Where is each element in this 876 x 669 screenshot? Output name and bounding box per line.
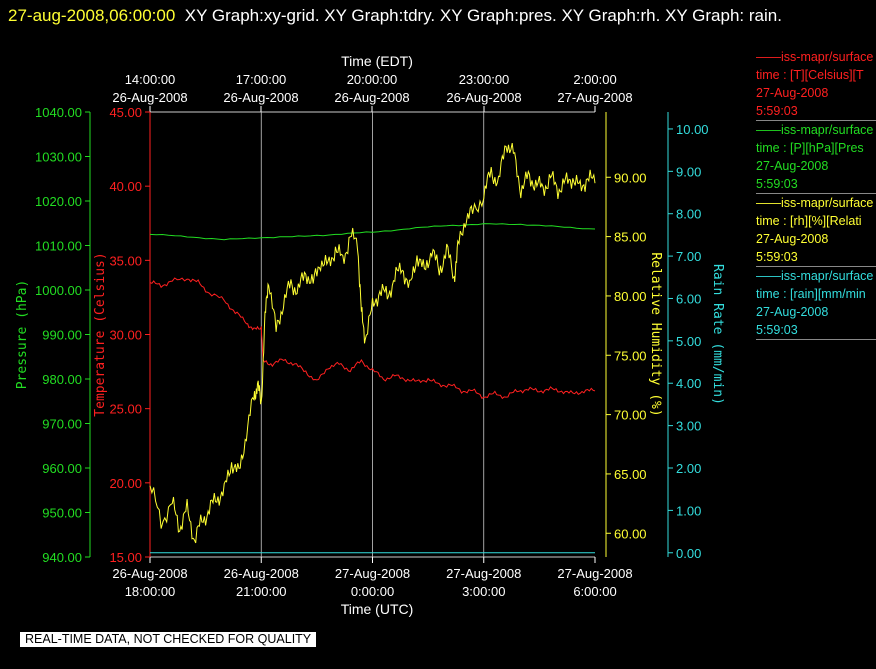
legend-source: ——iss-mapr/surface	[756, 123, 874, 137]
temperature-tick-label: 25.00	[109, 402, 142, 417]
quality-notice: REAL-TIME DATA, NOT CHECKED FOR QUALITY	[20, 632, 317, 647]
rain-tick-label: 8.00	[676, 207, 701, 222]
temperature-tick-label: 15.00	[109, 550, 142, 565]
pressure-tick-label: 940.00	[42, 550, 82, 565]
legend-entry-temperature: ——iss-mapr/surface time : [T][Celsius][T…	[756, 48, 876, 121]
legend-variable: time : [rh][%][Relati	[756, 214, 862, 228]
rain-axis-title: Rain Rate (mm/min)	[710, 264, 725, 405]
temperature-tick-label: 35.00	[109, 253, 142, 268]
legend-variable: time : [P][hPa][Pres	[756, 141, 864, 155]
legend: ——iss-mapr/surface time : [T][Celsius][T…	[756, 48, 876, 340]
legend-date: 27-Aug-2008	[756, 232, 829, 246]
top-tick-date: 26-Aug-2008	[446, 90, 521, 105]
pressure-tick-label: 950.00	[42, 506, 82, 521]
legend-variable: time : [T][Celsius][T	[756, 68, 864, 82]
legend-entry-humidity: ——iss-mapr/surface time : [rh][%][Relati…	[756, 194, 876, 267]
rain-tick-label: 0.00	[676, 546, 701, 561]
temperature-tick-label: 40.00	[109, 179, 142, 194]
top-tick-time: 2:00:00	[573, 72, 616, 87]
temperature-tick-label: 20.00	[109, 476, 142, 491]
pressure-tick-label: 970.00	[42, 417, 82, 432]
pressure-tick-label: 980.00	[42, 372, 82, 387]
legend-source: ——iss-mapr/surface	[756, 269, 874, 283]
bottom-tick-time: 0:00:00	[351, 584, 394, 599]
rain-tick-label: 3.00	[676, 419, 701, 434]
pressure-tick-label: 1030.00	[35, 150, 82, 165]
top-tick-date: 26-Aug-2008	[112, 90, 187, 105]
legend-entry-pressure: ——iss-mapr/surface time : [P][hPa][Pres …	[756, 121, 876, 194]
rain-tick-label: 7.00	[676, 249, 701, 264]
graph-list-label: XY Graph:xy-grid. XY Graph:tdry. XY Grap…	[184, 6, 782, 25]
top-tick-time: 17:00:00	[236, 72, 287, 87]
legend-source: ——iss-mapr/surface	[756, 196, 874, 210]
humidity-tick-label: 80.00	[614, 289, 647, 304]
timestamp-label: 27-aug-2008,06:00:00	[8, 6, 176, 25]
pressure-tick-label: 1040.00	[35, 105, 82, 120]
rain-tick-label: 5.00	[676, 334, 701, 349]
pressure-tick-label: 990.00	[42, 328, 82, 343]
temperature-tick-label: 30.00	[109, 328, 142, 343]
pressure-tick-label: 960.00	[42, 461, 82, 476]
humidity-tick-label: 75.00	[614, 348, 647, 363]
legend-time: 5:59:03	[756, 250, 798, 264]
bottom-tick-time: 3:00:00	[462, 584, 505, 599]
bottom-tick-date: 26-Aug-2008	[112, 566, 187, 581]
humidity-tick-label: 65.00	[614, 467, 647, 482]
legend-time: 5:59:03	[756, 323, 798, 337]
bottom-tick-date: 26-Aug-2008	[224, 566, 299, 581]
rain-tick-label: 6.00	[676, 291, 701, 306]
series-line-pressure	[149, 223, 596, 241]
humidity-tick-label: 85.00	[614, 230, 647, 245]
rain-tick-label: 4.00	[676, 376, 701, 391]
bottom-tick-time: 21:00:00	[236, 584, 287, 599]
bottom-axis-title: Time (UTC)	[341, 601, 414, 617]
top-tick-date: 26-Aug-2008	[223, 90, 298, 105]
rain-tick-label: 1.00	[676, 503, 701, 518]
pressure-tick-label: 1020.00	[35, 194, 82, 209]
bottom-tick-time: 6:00:00	[573, 584, 616, 599]
bottom-tick-date: 27-Aug-2008	[335, 566, 410, 581]
humidity-axis-title: Relative Humidity (%)	[648, 252, 663, 416]
pressure-tick-label: 1010.00	[35, 239, 82, 254]
humidity-tick-label: 90.00	[614, 170, 647, 185]
header-title: 27-aug-2008,06:00:00 XY Graph:xy-grid. X…	[8, 2, 868, 30]
bottom-tick-time: 18:00:00	[125, 584, 176, 599]
top-tick-time: 14:00:00	[125, 72, 176, 87]
legend-variable: time : [rain][mm/min	[756, 287, 866, 301]
series-line-humidity	[149, 143, 596, 544]
legend-date: 27-Aug-2008	[756, 305, 829, 319]
pressure-tick-label: 1000.00	[35, 283, 82, 298]
top-axis-title: Time (EDT)	[341, 53, 413, 69]
top-tick-date: 27-Aug-2008	[557, 90, 632, 105]
temperature-axis-title: Temperature (Celsius)	[93, 252, 108, 416]
top-tick-time: 20:00:00	[347, 72, 398, 87]
legend-source: ——iss-mapr/surface	[756, 50, 874, 64]
humidity-tick-label: 60.00	[614, 526, 647, 541]
humidity-tick-label: 70.00	[614, 408, 647, 423]
rain-tick-label: 2.00	[676, 461, 701, 476]
pressure-axis-title: Pressure (hPa)	[15, 280, 30, 390]
bottom-tick-date: 27-Aug-2008	[557, 566, 632, 581]
rain-tick-label: 9.00	[676, 164, 701, 179]
top-tick-date: 26-Aug-2008	[334, 90, 409, 105]
temperature-tick-label: 45.00	[109, 105, 142, 120]
legend-time: 5:59:03	[756, 177, 798, 191]
series-line-temperature	[149, 277, 596, 400]
legend-entry-rain: ——iss-mapr/surface time : [rain][mm/min …	[756, 267, 876, 340]
legend-date: 27-Aug-2008	[756, 86, 829, 100]
legend-date: 27-Aug-2008	[756, 159, 829, 173]
legend-time: 5:59:03	[756, 104, 798, 118]
bottom-tick-date: 27-Aug-2008	[446, 566, 521, 581]
rain-tick-label: 10.00	[676, 122, 709, 137]
top-tick-time: 23:00:00	[459, 72, 510, 87]
